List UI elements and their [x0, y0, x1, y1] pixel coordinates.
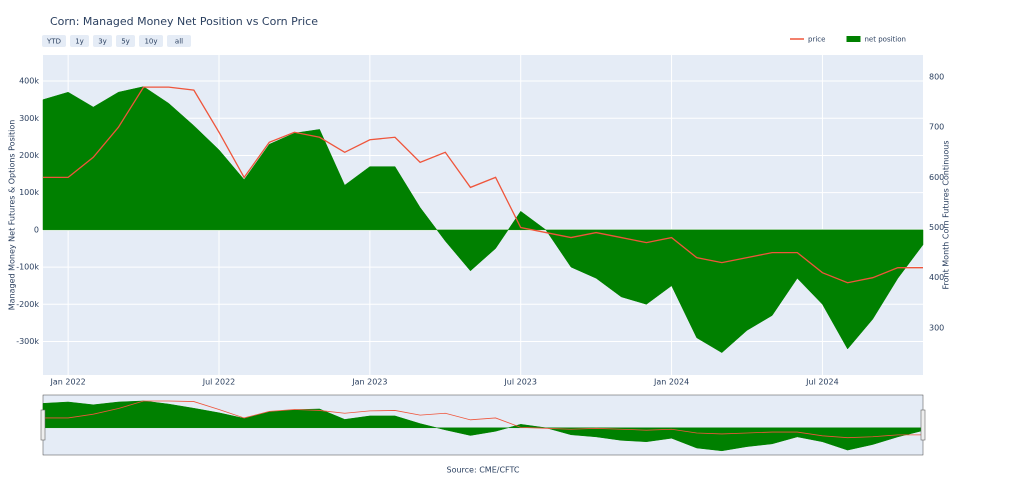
legend-swatch[interactable]: [846, 36, 861, 42]
range-button-label[interactable]: all: [175, 38, 183, 46]
plot: [42, 86, 924, 353]
y-tick-label: 300k: [19, 114, 39, 123]
x-tick-label: Jul 2022: [202, 378, 236, 387]
slider-handle[interactable]: [40, 409, 46, 441]
range-button-background[interactable]: [139, 35, 163, 47]
x-tick-label: Jan 2023: [351, 378, 387, 387]
range-button[interactable]: 3y: [93, 35, 112, 47]
legend-label[interactable]: net position: [865, 36, 906, 44]
y-tick-label: -100k: [16, 263, 39, 272]
range-button-background[interactable]: [42, 35, 66, 47]
x-tick-label: Jan 2022: [50, 378, 86, 387]
y-tick-label: 0: [34, 225, 39, 234]
y2-tick-label: 400: [929, 273, 944, 282]
x-tick-label: Jul 2024: [805, 378, 839, 387]
chart-title: Corn: Managed Money Net Position vs Corn…: [50, 15, 318, 28]
slider-handle[interactable]: [920, 409, 926, 441]
range-button[interactable]: 5y: [116, 35, 135, 47]
range-button[interactable]: YTD: [42, 35, 66, 47]
y-tick-label: 100k: [19, 188, 39, 197]
y2-axis-title: Front Month Corn Futures Continuous: [942, 140, 951, 289]
range-button-background[interactable]: [93, 35, 112, 47]
range-button-background[interactable]: [167, 35, 191, 47]
y2-tick-label: 800: [929, 73, 944, 82]
y2-tick-label: 700: [929, 123, 944, 132]
y2-tick-label: 600: [929, 173, 944, 182]
line: [43, 400, 923, 439]
y-tick-label: -200k: [16, 300, 39, 309]
range-button-label[interactable]: 10y: [144, 38, 157, 46]
range-button-label[interactable]: 5y: [121, 38, 130, 46]
controls: YTD 1y 3y 5y 10y all price net position: [42, 35, 906, 47]
axes: -300k -200k -100k 0 100k 200k 300k 400k 300 400 50…: [16, 73, 944, 387]
y-tick-label: 400k: [19, 77, 39, 86]
range-slider[interactable]: [40, 394, 926, 456]
range-button-background[interactable]: [116, 35, 135, 47]
range-button-background[interactable]: [70, 35, 89, 47]
range-button[interactable]: 10y: [139, 35, 163, 47]
y-axis-title: Managed Money Net Futures & Options Posi…: [8, 120, 17, 311]
y-tick-label: 200k: [19, 151, 39, 160]
source-note: Source: CME/CFTC: [446, 466, 519, 475]
line: [43, 86, 923, 284]
y-tick-label: -300k: [16, 337, 39, 346]
y2-tick-label: 300: [929, 323, 944, 332]
range-button[interactable]: 1y: [70, 35, 89, 47]
area: [42, 400, 924, 452]
range-button-label[interactable]: 1y: [75, 38, 84, 46]
y2-tick-label: 500: [929, 223, 944, 232]
range-button-label[interactable]: 3y: [98, 38, 107, 46]
range-button[interactable]: all: [167, 35, 191, 47]
x-tick-label: Jan 2024: [653, 378, 689, 387]
x-tick-label: Jul 2023: [503, 378, 537, 387]
area: [42, 86, 924, 353]
range-button-label[interactable]: YTD: [46, 38, 61, 46]
legend-label[interactable]: price: [808, 36, 825, 44]
